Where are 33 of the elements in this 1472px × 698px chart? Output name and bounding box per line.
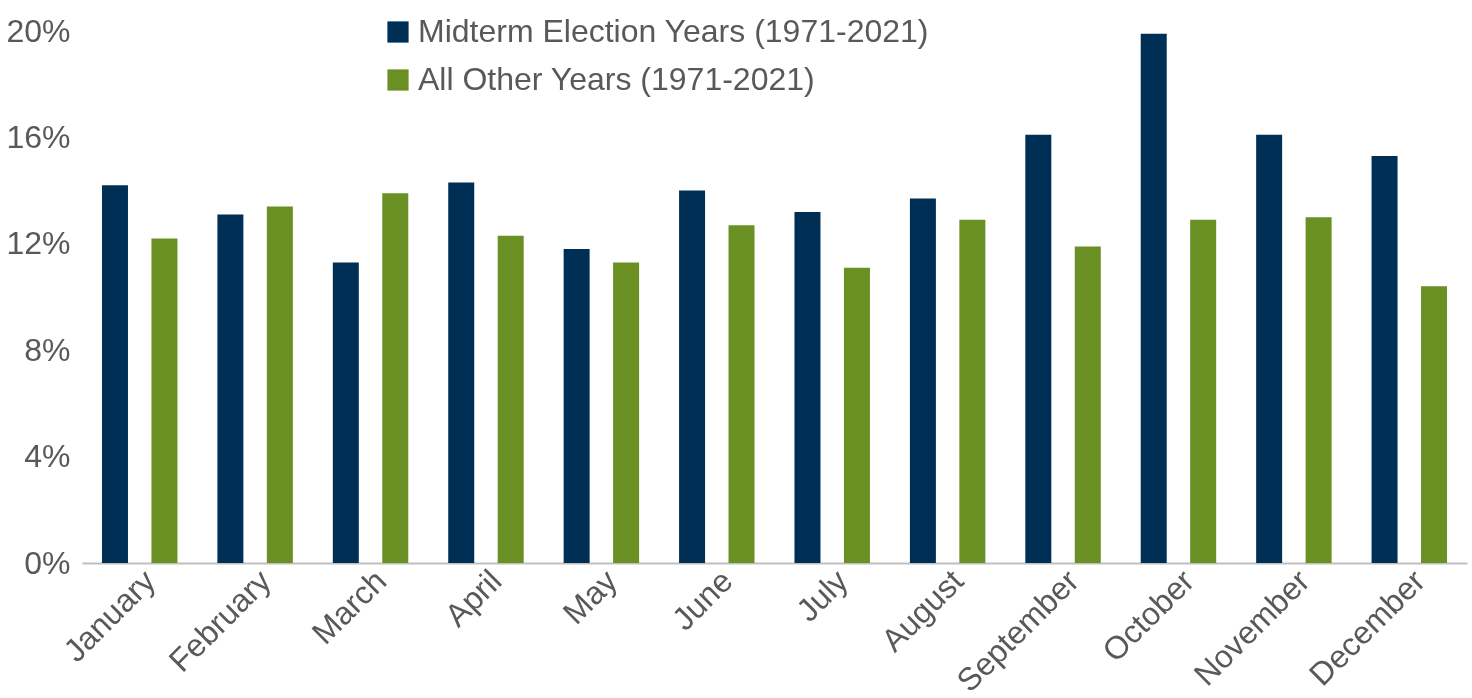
y-tick-label: 20% bbox=[6, 12, 71, 49]
bar bbox=[1074, 246, 1101, 563]
x-tick-label: July bbox=[789, 562, 855, 629]
legend-label: Midterm Election Years (1971-2021) bbox=[418, 13, 929, 49]
y-tick-label: 12% bbox=[6, 225, 71, 262]
bar bbox=[794, 211, 821, 563]
bar bbox=[728, 225, 755, 563]
bar bbox=[679, 190, 706, 563]
bar bbox=[563, 249, 590, 563]
bar bbox=[1140, 33, 1167, 563]
x-tick-label: May bbox=[555, 562, 624, 631]
y-tick-label: 4% bbox=[24, 438, 71, 475]
bar bbox=[613, 262, 640, 563]
bar bbox=[266, 206, 293, 563]
bar bbox=[959, 219, 986, 563]
bar bbox=[1371, 156, 1398, 563]
bar bbox=[382, 193, 409, 563]
bar bbox=[332, 262, 359, 563]
bar bbox=[1256, 134, 1283, 563]
y-tick-label: 16% bbox=[6, 118, 71, 155]
bar bbox=[217, 214, 244, 563]
bar bbox=[151, 238, 178, 563]
bar bbox=[1190, 219, 1217, 563]
bar bbox=[1305, 217, 1332, 563]
bar bbox=[448, 182, 475, 563]
legend-label: All Other Years (1971-2021) bbox=[418, 61, 815, 97]
bar bbox=[1025, 134, 1052, 563]
bar bbox=[101, 185, 128, 563]
bar bbox=[497, 235, 524, 563]
y-tick-label: 8% bbox=[24, 331, 71, 368]
bar bbox=[843, 267, 870, 563]
bar bbox=[909, 198, 936, 563]
bar bbox=[1421, 286, 1448, 563]
